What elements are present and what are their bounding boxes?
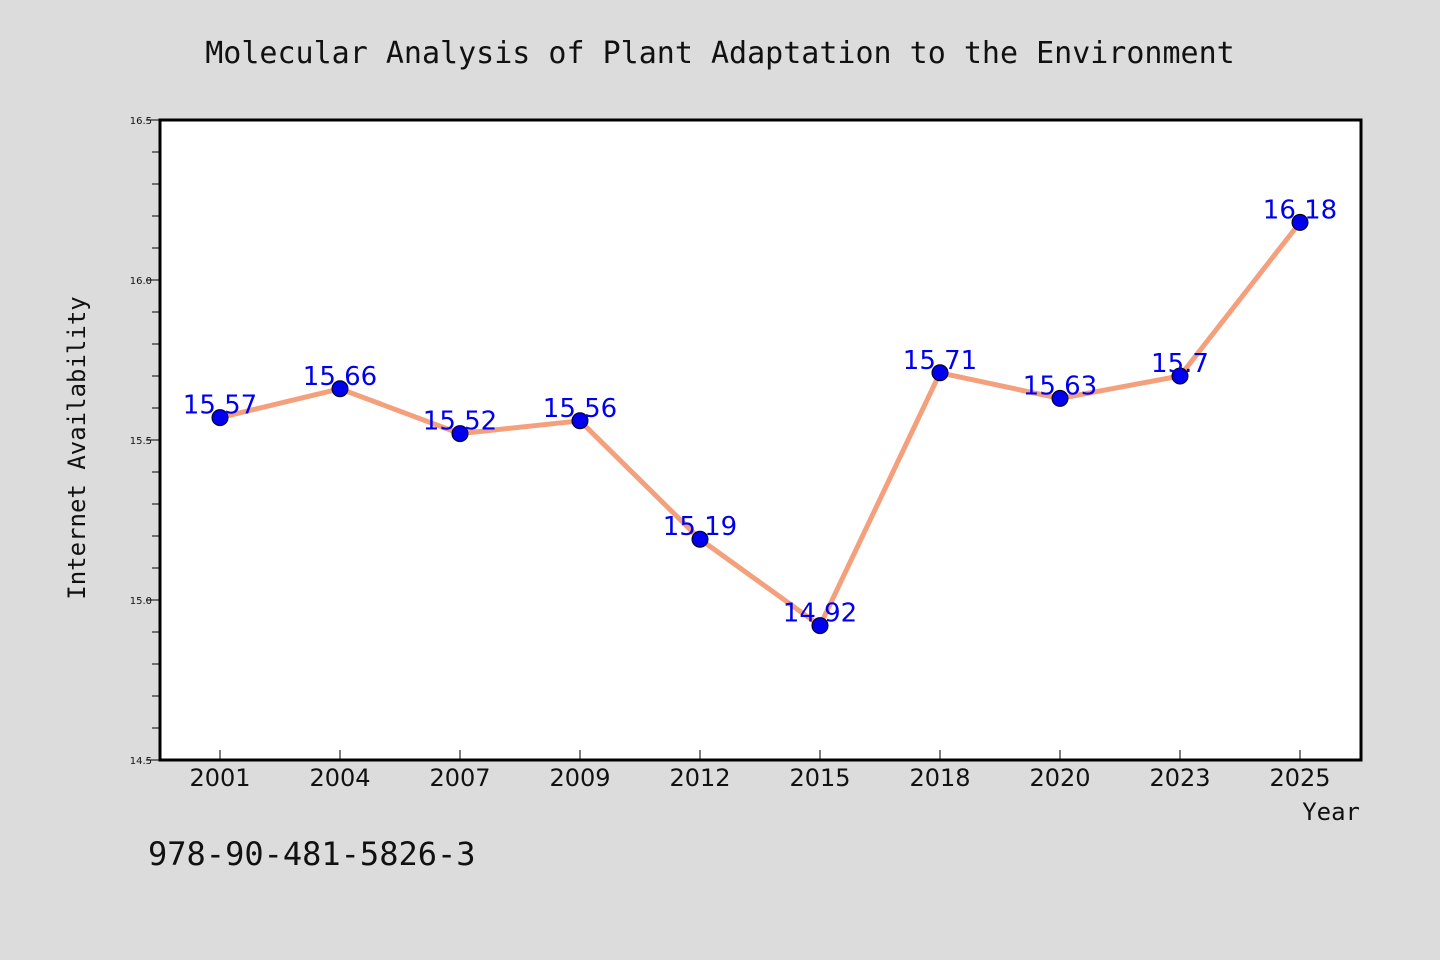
y-tick-label: 15.5 [130,436,152,447]
y-tick-label: 14.5 [130,756,152,767]
series-line-group [217,219,1303,629]
data-point [691,530,709,548]
x-tick-label: 2025 [1269,764,1330,792]
data-point [1051,389,1069,407]
data-point [211,409,229,427]
data-point [451,425,469,443]
data-point [931,364,949,382]
data-label: 15.56 [543,394,617,424]
x-axis: 2001 2004 2007 2009 2012 2015 2018 2020 2023 2025 [189,750,1331,792]
data-label: 15.71 [903,346,977,376]
data-label: 15.7 [1151,349,1209,379]
x-tick-label: 2023 [1149,764,1210,792]
plot-area [158,118,1363,762]
x-tick-label: 2007 [429,764,490,792]
chart-title: Molecular Analysis of Plant Adaptation t… [205,36,1235,71]
x-tick-label: 2012 [669,764,730,792]
marker-group [211,213,1309,635]
x-tick-label: 2004 [309,764,370,792]
data-label: 15.63 [1023,371,1097,401]
x-tick-label: 2018 [909,764,970,792]
x-tick-label: 2015 [789,764,850,792]
footnote-isbn: 978-90-481-5826-3 [148,835,476,873]
x-tick-label: 2001 [189,764,250,792]
data-point [811,617,829,635]
data-point [1171,367,1189,385]
data-label: 15.52 [423,407,497,437]
data-label: 14.92 [783,599,857,629]
data-point [331,380,349,398]
data-label: 16.18 [1263,195,1337,225]
data-point [1291,213,1309,231]
y-axis: 14.5 15.0 15.5 16.0 16.5 [130,116,160,767]
data-label: 15.19 [663,512,737,542]
data-label: 15.57 [183,391,257,421]
x-tick-label: 2020 [1029,764,1090,792]
series-line [217,219,1303,629]
y-tick-label: 16.5 [130,116,152,127]
y-tick-label: 15.0 [130,596,152,607]
data-point [571,412,589,430]
x-axis-label: Year [1302,798,1360,826]
data-label-group: 15.57 15.66 15.52 15.56 15.19 14.92 15.71 15.63… [183,195,1337,628]
x-tick-label: 2009 [549,764,610,792]
data-label: 15.66 [303,362,377,392]
y-tick-label: 16.0 [130,276,152,287]
y-axis-label: Internet Availability [63,296,91,599]
